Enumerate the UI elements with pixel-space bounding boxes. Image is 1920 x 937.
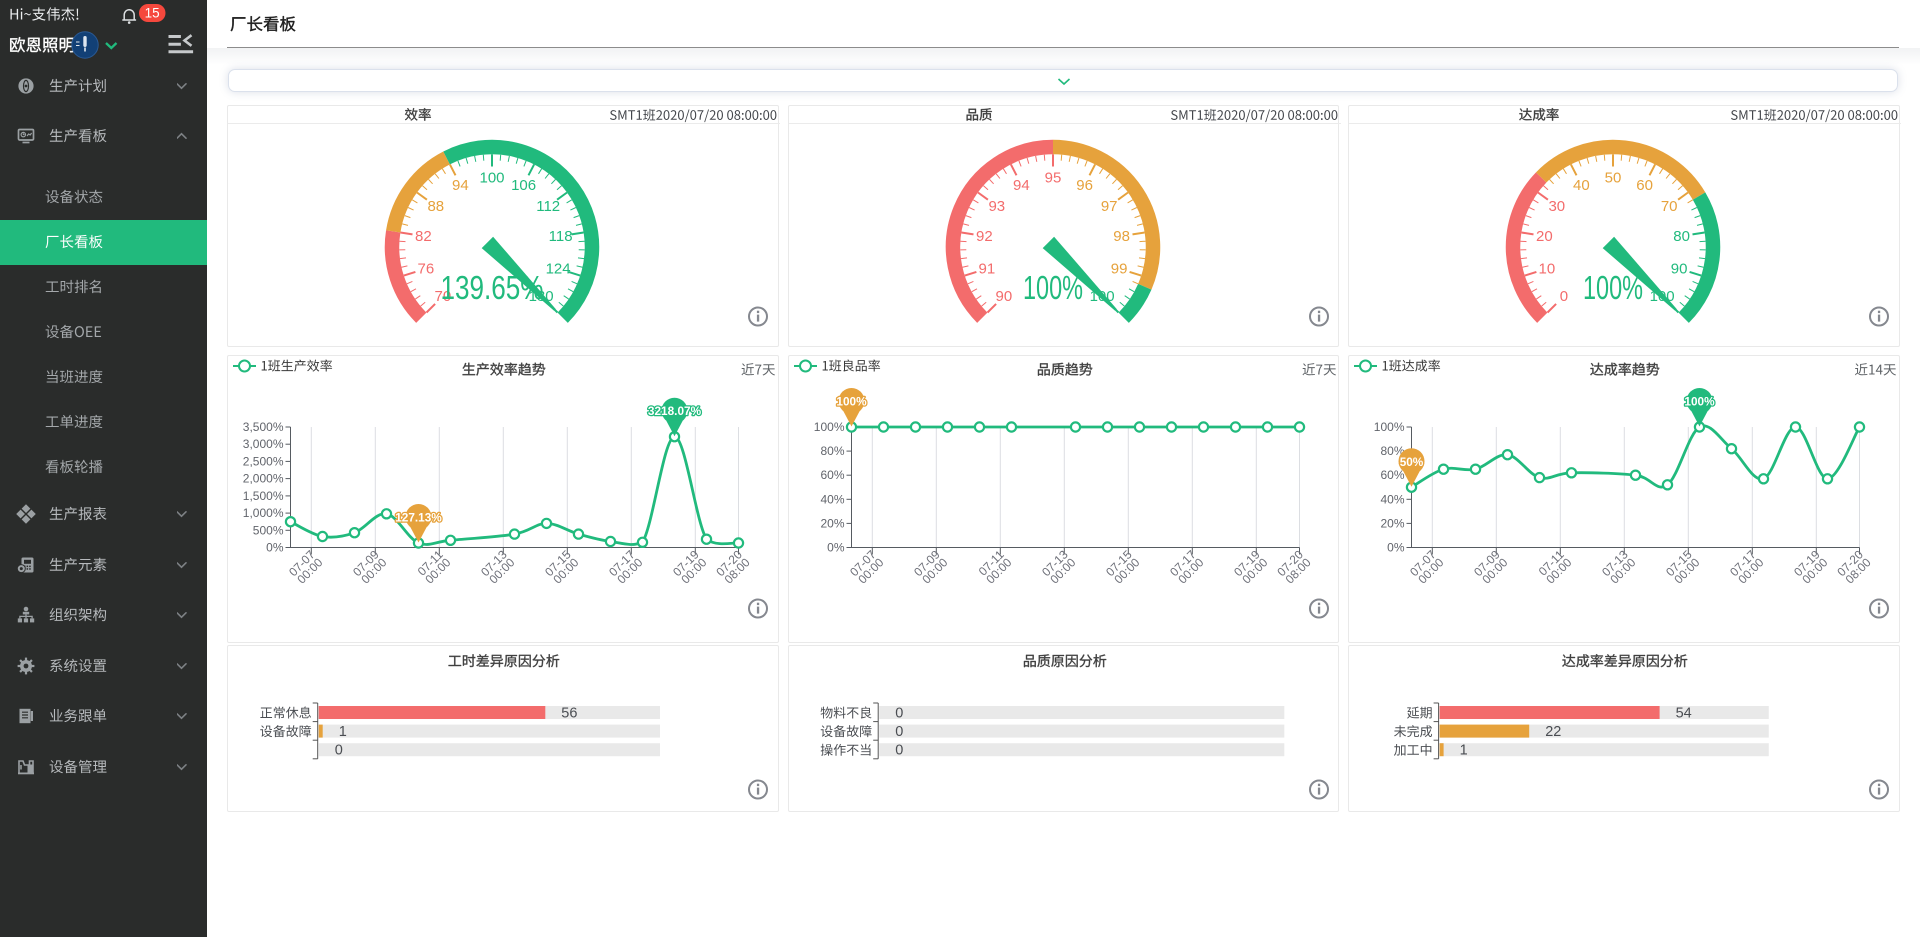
svg-text:139.65%: 139.65%: [441, 269, 544, 306]
svg-text:60%: 60%: [1380, 468, 1404, 482]
svg-text:95: 95: [1044, 170, 1061, 187]
svg-text:3,500%: 3,500%: [243, 420, 284, 434]
svg-text:0%: 0%: [1387, 540, 1405, 554]
svg-text:50%: 50%: [1400, 454, 1424, 468]
svg-text:1: 1: [1460, 742, 1468, 758]
svg-text:2,500%: 2,500%: [243, 454, 284, 468]
svg-text:0: 0: [895, 724, 903, 740]
svg-text:76: 76: [418, 261, 435, 278]
svg-text:0%: 0%: [827, 540, 845, 554]
svg-text:0: 0: [895, 705, 903, 721]
svg-text:93: 93: [988, 198, 1005, 215]
svg-text:40: 40: [1573, 177, 1590, 194]
svg-text:124: 124: [546, 261, 571, 278]
svg-text:80%: 80%: [1380, 444, 1404, 458]
svg-text:100%: 100%: [1684, 394, 1715, 408]
svg-text:99: 99: [1110, 261, 1127, 278]
svg-text:98: 98: [1113, 228, 1130, 245]
svg-text:88: 88: [427, 198, 444, 215]
svg-text:0: 0: [335, 742, 343, 758]
svg-text:1: 1: [339, 724, 347, 740]
svg-text:10: 10: [1539, 261, 1556, 278]
svg-text:1,000%: 1,000%: [243, 506, 284, 520]
svg-text:94: 94: [452, 177, 469, 194]
svg-text:90: 90: [1671, 261, 1688, 278]
svg-text:112: 112: [536, 198, 560, 215]
svg-text:0%: 0%: [266, 540, 284, 554]
svg-text:90: 90: [995, 288, 1012, 305]
svg-text:127.13%: 127.13%: [395, 510, 442, 524]
svg-text:20%: 20%: [1380, 516, 1404, 530]
svg-text:80: 80: [1673, 228, 1690, 245]
svg-text:106: 106: [511, 177, 536, 194]
svg-text:92: 92: [976, 228, 993, 245]
svg-text:82: 82: [415, 228, 432, 245]
svg-text:70: 70: [1661, 198, 1678, 215]
svg-text:70: 70: [435, 288, 452, 305]
svg-text:0: 0: [1560, 288, 1568, 305]
svg-text:100%: 100%: [1374, 420, 1405, 434]
svg-text:20%: 20%: [820, 516, 844, 530]
svg-text:80%: 80%: [820, 444, 844, 458]
svg-text:97: 97: [1100, 198, 1117, 215]
svg-text:100%: 100%: [836, 394, 867, 408]
svg-text:22: 22: [1545, 724, 1561, 740]
svg-text:60%: 60%: [820, 468, 844, 482]
svg-text:30: 30: [1548, 198, 1565, 215]
svg-text:500%: 500%: [253, 523, 284, 537]
svg-text:100%: 100%: [1023, 269, 1083, 306]
svg-text:1,500%: 1,500%: [243, 488, 284, 502]
svg-text:91: 91: [978, 261, 995, 278]
svg-text:56: 56: [561, 705, 577, 721]
svg-text:100: 100: [479, 170, 504, 187]
svg-text:60: 60: [1636, 177, 1653, 194]
svg-text:100%: 100%: [1583, 269, 1643, 306]
svg-text:96: 96: [1076, 177, 1093, 194]
svg-text:40%: 40%: [1380, 492, 1404, 506]
svg-text:0: 0: [895, 742, 903, 758]
svg-text:3218.07%: 3218.07%: [648, 404, 702, 418]
svg-text:3,000%: 3,000%: [243, 437, 284, 451]
svg-text:118: 118: [549, 228, 573, 245]
svg-text:94: 94: [1013, 177, 1030, 194]
svg-text:20: 20: [1536, 228, 1553, 245]
svg-text:2,000%: 2,000%: [243, 471, 284, 485]
svg-text:15: 15: [145, 6, 160, 21]
svg-text:50: 50: [1605, 170, 1622, 187]
svg-text:40%: 40%: [820, 492, 844, 506]
svg-text:54: 54: [1676, 705, 1692, 721]
svg-text:100%: 100%: [813, 420, 844, 434]
